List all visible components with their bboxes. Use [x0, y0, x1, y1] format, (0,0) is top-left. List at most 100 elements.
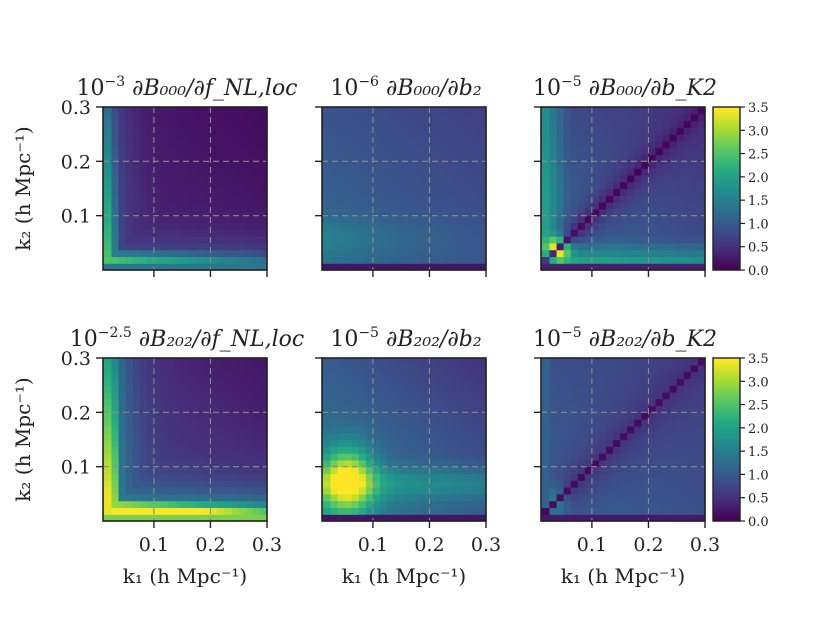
heatmap-cell [598, 140, 607, 149]
heatmap-cell [690, 120, 699, 128]
heatmap-cell [429, 493, 438, 502]
heatmap-cell [627, 446, 635, 454]
heatmap-cell [330, 425, 339, 434]
heatmap-cell [683, 249, 692, 258]
heatmap-cell [358, 459, 367, 468]
heatmap-cell [450, 487, 459, 495]
heatmap-cell [415, 371, 423, 379]
heatmap-cell [613, 202, 621, 210]
heatmap-cell [337, 466, 346, 475]
heatmap-cell [443, 364, 452, 373]
heatmap-cell [577, 208, 586, 217]
heatmap-cell [415, 188, 423, 196]
heatmap-cell [584, 120, 593, 128]
heatmap-cell [168, 487, 176, 495]
heatmap-cell [606, 385, 614, 393]
heatmap-cell [457, 446, 466, 454]
heatmap-cell [563, 425, 572, 434]
heatmap-cell [330, 134, 339, 142]
heatmap-cell [175, 242, 183, 251]
heatmap-cell [683, 188, 692, 196]
heatmap-cell [372, 140, 381, 149]
heatmap-cell [591, 459, 600, 468]
heatmap-cell [160, 480, 169, 488]
heatmap-cell [613, 140, 621, 149]
heatmap-cell [683, 412, 692, 420]
heatmap-cell [669, 371, 678, 379]
heatmap-cell [153, 446, 162, 454]
heatmap-cell [231, 453, 240, 461]
heatmap-cell [541, 364, 544, 373]
heatmap-cell [542, 480, 551, 488]
heatmap-cell [415, 439, 423, 447]
heatmap-cell [238, 453, 247, 461]
heatmap-cell [655, 147, 664, 156]
heatmap-cell [231, 466, 240, 475]
heatmap-cell [408, 364, 416, 373]
heatmap-cell [358, 500, 367, 509]
heatmap-cell [387, 385, 395, 393]
heatmap-cell [252, 493, 261, 502]
heatmap-cell [224, 364, 233, 373]
heatmap-cell [690, 419, 699, 427]
heatmap-cell [690, 161, 699, 169]
heatmap-cell [358, 419, 367, 427]
heatmap-cell [358, 493, 367, 502]
heatmap-cell [591, 127, 600, 135]
heatmap-cell [160, 500, 169, 509]
heatmap-cell [422, 439, 431, 447]
colorbar-swatch [713, 109, 740, 113]
heatmap-cell [443, 412, 452, 420]
heatmap-cell [655, 161, 664, 169]
heatmap-cell [542, 432, 551, 441]
heatmap-cell [620, 140, 628, 149]
heatmap-cell [153, 174, 162, 183]
colorbar-swatch [713, 455, 740, 459]
heatmap-cell [542, 263, 551, 271]
heatmap-cell [683, 378, 692, 386]
heatmap-cell [669, 181, 678, 190]
heatmap-cell [627, 168, 635, 176]
heatmap-cell [160, 134, 169, 142]
heatmap-cell [358, 174, 367, 183]
heatmap-cell [542, 425, 551, 434]
heatmap-cell [379, 480, 388, 488]
heatmap-cell [337, 229, 346, 237]
heatmap-cell [196, 493, 204, 502]
heatmap-cell [669, 466, 678, 475]
heatmap-cell [478, 500, 487, 509]
heatmap-cell [203, 480, 212, 488]
heatmap-cell [245, 161, 254, 169]
heatmap-cell [415, 263, 423, 271]
heatmap-cell [387, 120, 395, 128]
heatmap-cell [662, 249, 671, 258]
heatmap-cell [259, 263, 268, 271]
heatmap-cell [139, 378, 148, 386]
heatmap-cell [322, 161, 325, 169]
heatmap-cell [252, 439, 261, 447]
heatmap-cell [697, 480, 706, 488]
heatmap-cell [125, 120, 134, 128]
heatmap-cell [464, 459, 473, 468]
heatmap-cell [118, 256, 127, 264]
heatmap-cell [584, 425, 593, 434]
heatmap-cell [379, 364, 388, 373]
colorbar-swatch [713, 118, 740, 122]
heatmap-cell [401, 446, 409, 454]
heatmap-cell [351, 140, 360, 149]
heatmap-cell [153, 154, 162, 162]
heatmap-cell [570, 113, 579, 122]
colorbar-swatch [713, 158, 740, 162]
heatmap-cell [344, 493, 353, 502]
heatmap-cell [231, 222, 240, 230]
heatmap-cell [471, 507, 480, 515]
heatmap-cell [160, 113, 169, 122]
heatmap-cell [627, 154, 635, 162]
heatmap-cell [146, 222, 155, 230]
heatmap-cell [408, 208, 416, 217]
heatmap-cell [697, 140, 706, 149]
heatmap-cell [542, 371, 551, 379]
heatmap-cell [676, 249, 685, 258]
heatmap-cell [598, 236, 607, 244]
heatmap-cell [387, 405, 395, 413]
